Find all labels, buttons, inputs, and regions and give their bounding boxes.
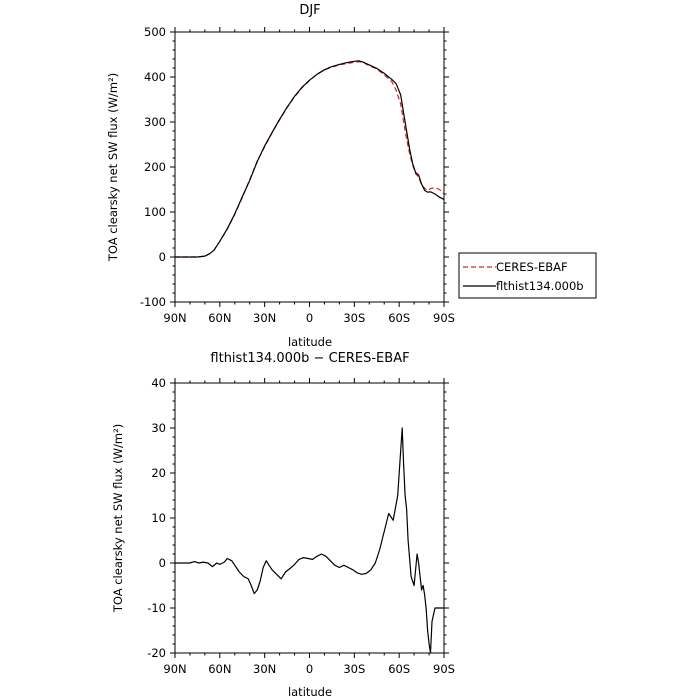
plot-frame — [174, 31, 445, 303]
y-tick-label: 30 — [151, 421, 166, 435]
x-tick-label: 30S — [343, 662, 365, 676]
y-tick-label: 300 — [144, 115, 166, 129]
x-tick-label: 90N — [163, 311, 186, 325]
x-tick-label: 60S — [388, 662, 410, 676]
x-tick-label: 90S — [433, 311, 455, 325]
top-plot-area: -100 0 100 200 300 400 500 90N 60N 30N 0 30S 60S 90S — [140, 25, 455, 325]
x-tick-label: 0 — [306, 311, 313, 325]
x-axis: 90N 60N 30N 0 30S 60S 90S — [163, 27, 455, 325]
bottom-panel: flthist134.000b − CERES-EBAF -20 -10 0 10 20… — [111, 351, 455, 699]
chart-title: DJF — [299, 3, 320, 18]
y-tick-label: 100 — [144, 205, 166, 219]
y-tick-label: 20 — [151, 466, 166, 480]
legend: CERES-EBAF flthist134.000b — [458, 252, 597, 299]
top-panel: DJF -100 0 100 200 300 400 500 90N 60N 30N 0 30S 60… — [106, 3, 597, 349]
x-tick-label: 30N — [253, 311, 276, 325]
series-line-0 — [175, 61, 445, 258]
x-tick-label: 90S — [433, 662, 455, 676]
y-tick-label: 200 — [144, 160, 166, 174]
y-tick-label: 0 — [159, 250, 166, 264]
y-tick-label: 40 — [151, 376, 166, 390]
x-tick-label: 30S — [343, 311, 365, 325]
x-axis: 90N 60N 30N 0 30S 60S 90S — [163, 378, 455, 676]
y-tick-label: -20 — [147, 646, 166, 660]
x-tick-label: 60S — [388, 311, 410, 325]
bottom-plot-area: -20 -10 0 10 20 30 40 90N 60N 30N 0 30S 60S 90S — [147, 376, 455, 676]
x-tick-label: 60N — [208, 662, 231, 676]
diff-chart-title: flthist134.000b − CERES-EBAF — [210, 351, 409, 366]
series-lines — [175, 427, 444, 654]
y-axis-label: TOA clearsky net SW flux (W/m²) — [111, 424, 125, 613]
legend-label-model: flthist134.000b — [496, 279, 584, 293]
y-tick-label: 0 — [159, 556, 166, 570]
x-tick-label: 0 — [306, 662, 313, 676]
x-tick-label: 30N — [253, 662, 276, 676]
y-tick-label: -10 — [147, 601, 166, 615]
y-axis: -100 0 100 200 300 400 500 — [140, 25, 449, 309]
series-lines — [175, 60, 445, 258]
plot-frame — [174, 382, 445, 654]
x-axis-label: latitude — [288, 685, 332, 699]
y-tick-label: 10 — [151, 511, 166, 525]
x-axis-label: latitude — [288, 335, 332, 349]
y-axis-label: TOA clearsky net SW flux (W/m²) — [106, 73, 120, 262]
y-tick-label: 500 — [144, 25, 166, 39]
legend-label-ceres: CERES-EBAF — [496, 260, 568, 274]
series-line-0 — [175, 427, 444, 654]
y-tick-label: -100 — [140, 295, 166, 309]
y-tick-label: 400 — [144, 70, 166, 84]
series-line-1 — [175, 60, 445, 258]
x-tick-label: 90N — [163, 662, 186, 676]
legend-box — [458, 252, 597, 299]
x-tick-label: 60N — [208, 311, 231, 325]
y-axis: -20 -10 0 10 20 30 40 — [147, 376, 449, 660]
